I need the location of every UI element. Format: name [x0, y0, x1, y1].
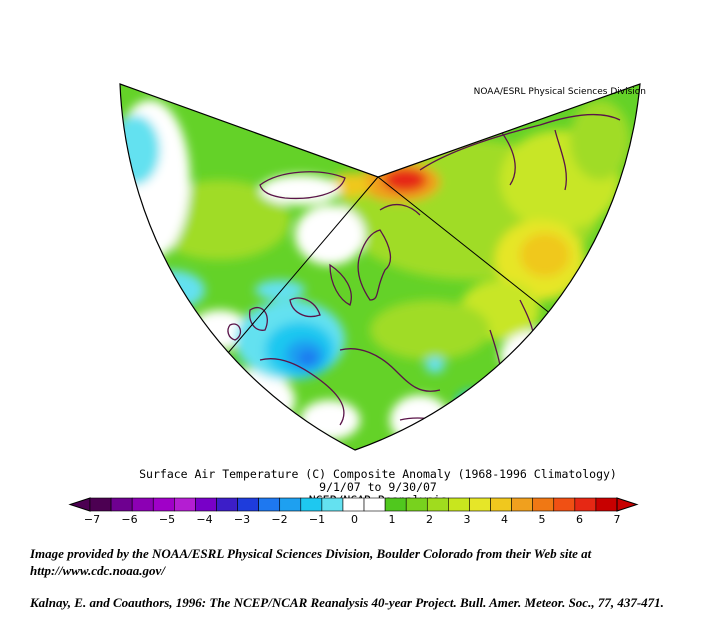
colorbar-swatch — [110, 497, 133, 512]
colorbar-tick-label: −1 — [309, 513, 325, 526]
colorbar-swatch — [595, 497, 618, 512]
colorbar — [68, 497, 639, 512]
colorbar-swatch — [321, 497, 344, 512]
source-label: NOAA/ESRL Physical Sciences Division — [474, 87, 646, 97]
colorbar-swatch — [258, 497, 281, 512]
credit-url: http://www.cdc.noaa.gov/ — [30, 563, 165, 578]
colorbar-swatch — [574, 497, 597, 512]
colorbar-tick-label: 4 — [501, 513, 508, 526]
colorbar-tick-label: 7 — [614, 513, 621, 526]
map-border — [119, 83, 641, 451]
colorbar-swatch — [131, 497, 154, 512]
colorbar-swatch — [300, 497, 323, 512]
colorbar-arrow-min — [68, 497, 91, 512]
colorbar-tick-label: −3 — [234, 513, 250, 526]
temperature-field — [120, 84, 640, 450]
citation: Kalnay, E. and Coauthors, 1996: The NCEP… — [30, 595, 664, 610]
colorbar-swatch — [532, 497, 555, 512]
colorbar-swatch — [511, 497, 533, 512]
colorbar-swatch — [174, 497, 196, 512]
colorbar-swatch — [237, 497, 259, 512]
colorbar-tick-label: −2 — [271, 513, 287, 526]
anomaly-map: NOAA/ESRL Physical Sciences Division Sur… — [68, 83, 646, 526]
colorbar-swatch — [490, 497, 512, 512]
colorbar-swatch — [216, 497, 238, 512]
colorbar-tick-label: 5 — [539, 513, 546, 526]
date-range: 9/1/07 to 9/30/07 — [319, 480, 437, 494]
colorbar-tick-label: 3 — [464, 513, 471, 526]
colorbar-tick-label: −4 — [196, 513, 212, 526]
colorbar-swatch — [89, 497, 112, 512]
colorbar-swatch — [448, 497, 470, 512]
colorbar-tick-label: −7 — [84, 513, 100, 526]
colorbar-swatch — [553, 497, 576, 512]
chart-title: Surface Air Temperature (C) Composite An… — [139, 467, 617, 481]
colorbar-swatch — [363, 497, 386, 512]
colorbar-swatch — [426, 497, 449, 512]
colorbar-arrow-max — [616, 497, 639, 512]
colorbar-tick-label: 2 — [426, 513, 433, 526]
credit-line: Image provided by the NOAA/ESRL Physical… — [30, 546, 592, 561]
colorbar-swatch — [195, 497, 217, 512]
colorbar-swatch — [469, 497, 491, 512]
colorbar-ticks: −7 −6 −5 −4 −3 −2 −1 0 1 2 3 4 5 6 7 — [84, 513, 621, 526]
colorbar-swatch — [152, 497, 175, 512]
colorbar-swatch — [384, 497, 407, 512]
colorbar-swatch — [342, 497, 365, 512]
colorbar-tick-label: 0 — [351, 513, 358, 526]
colorbar-tick-label: 1 — [389, 513, 396, 526]
colorbar-tick-label: −6 — [121, 513, 137, 526]
colorbar-swatch — [405, 497, 428, 512]
colorbar-tick-label: −5 — [159, 513, 175, 526]
colorbar-tick-label: 6 — [576, 513, 583, 526]
colorbar-swatch — [279, 497, 302, 512]
